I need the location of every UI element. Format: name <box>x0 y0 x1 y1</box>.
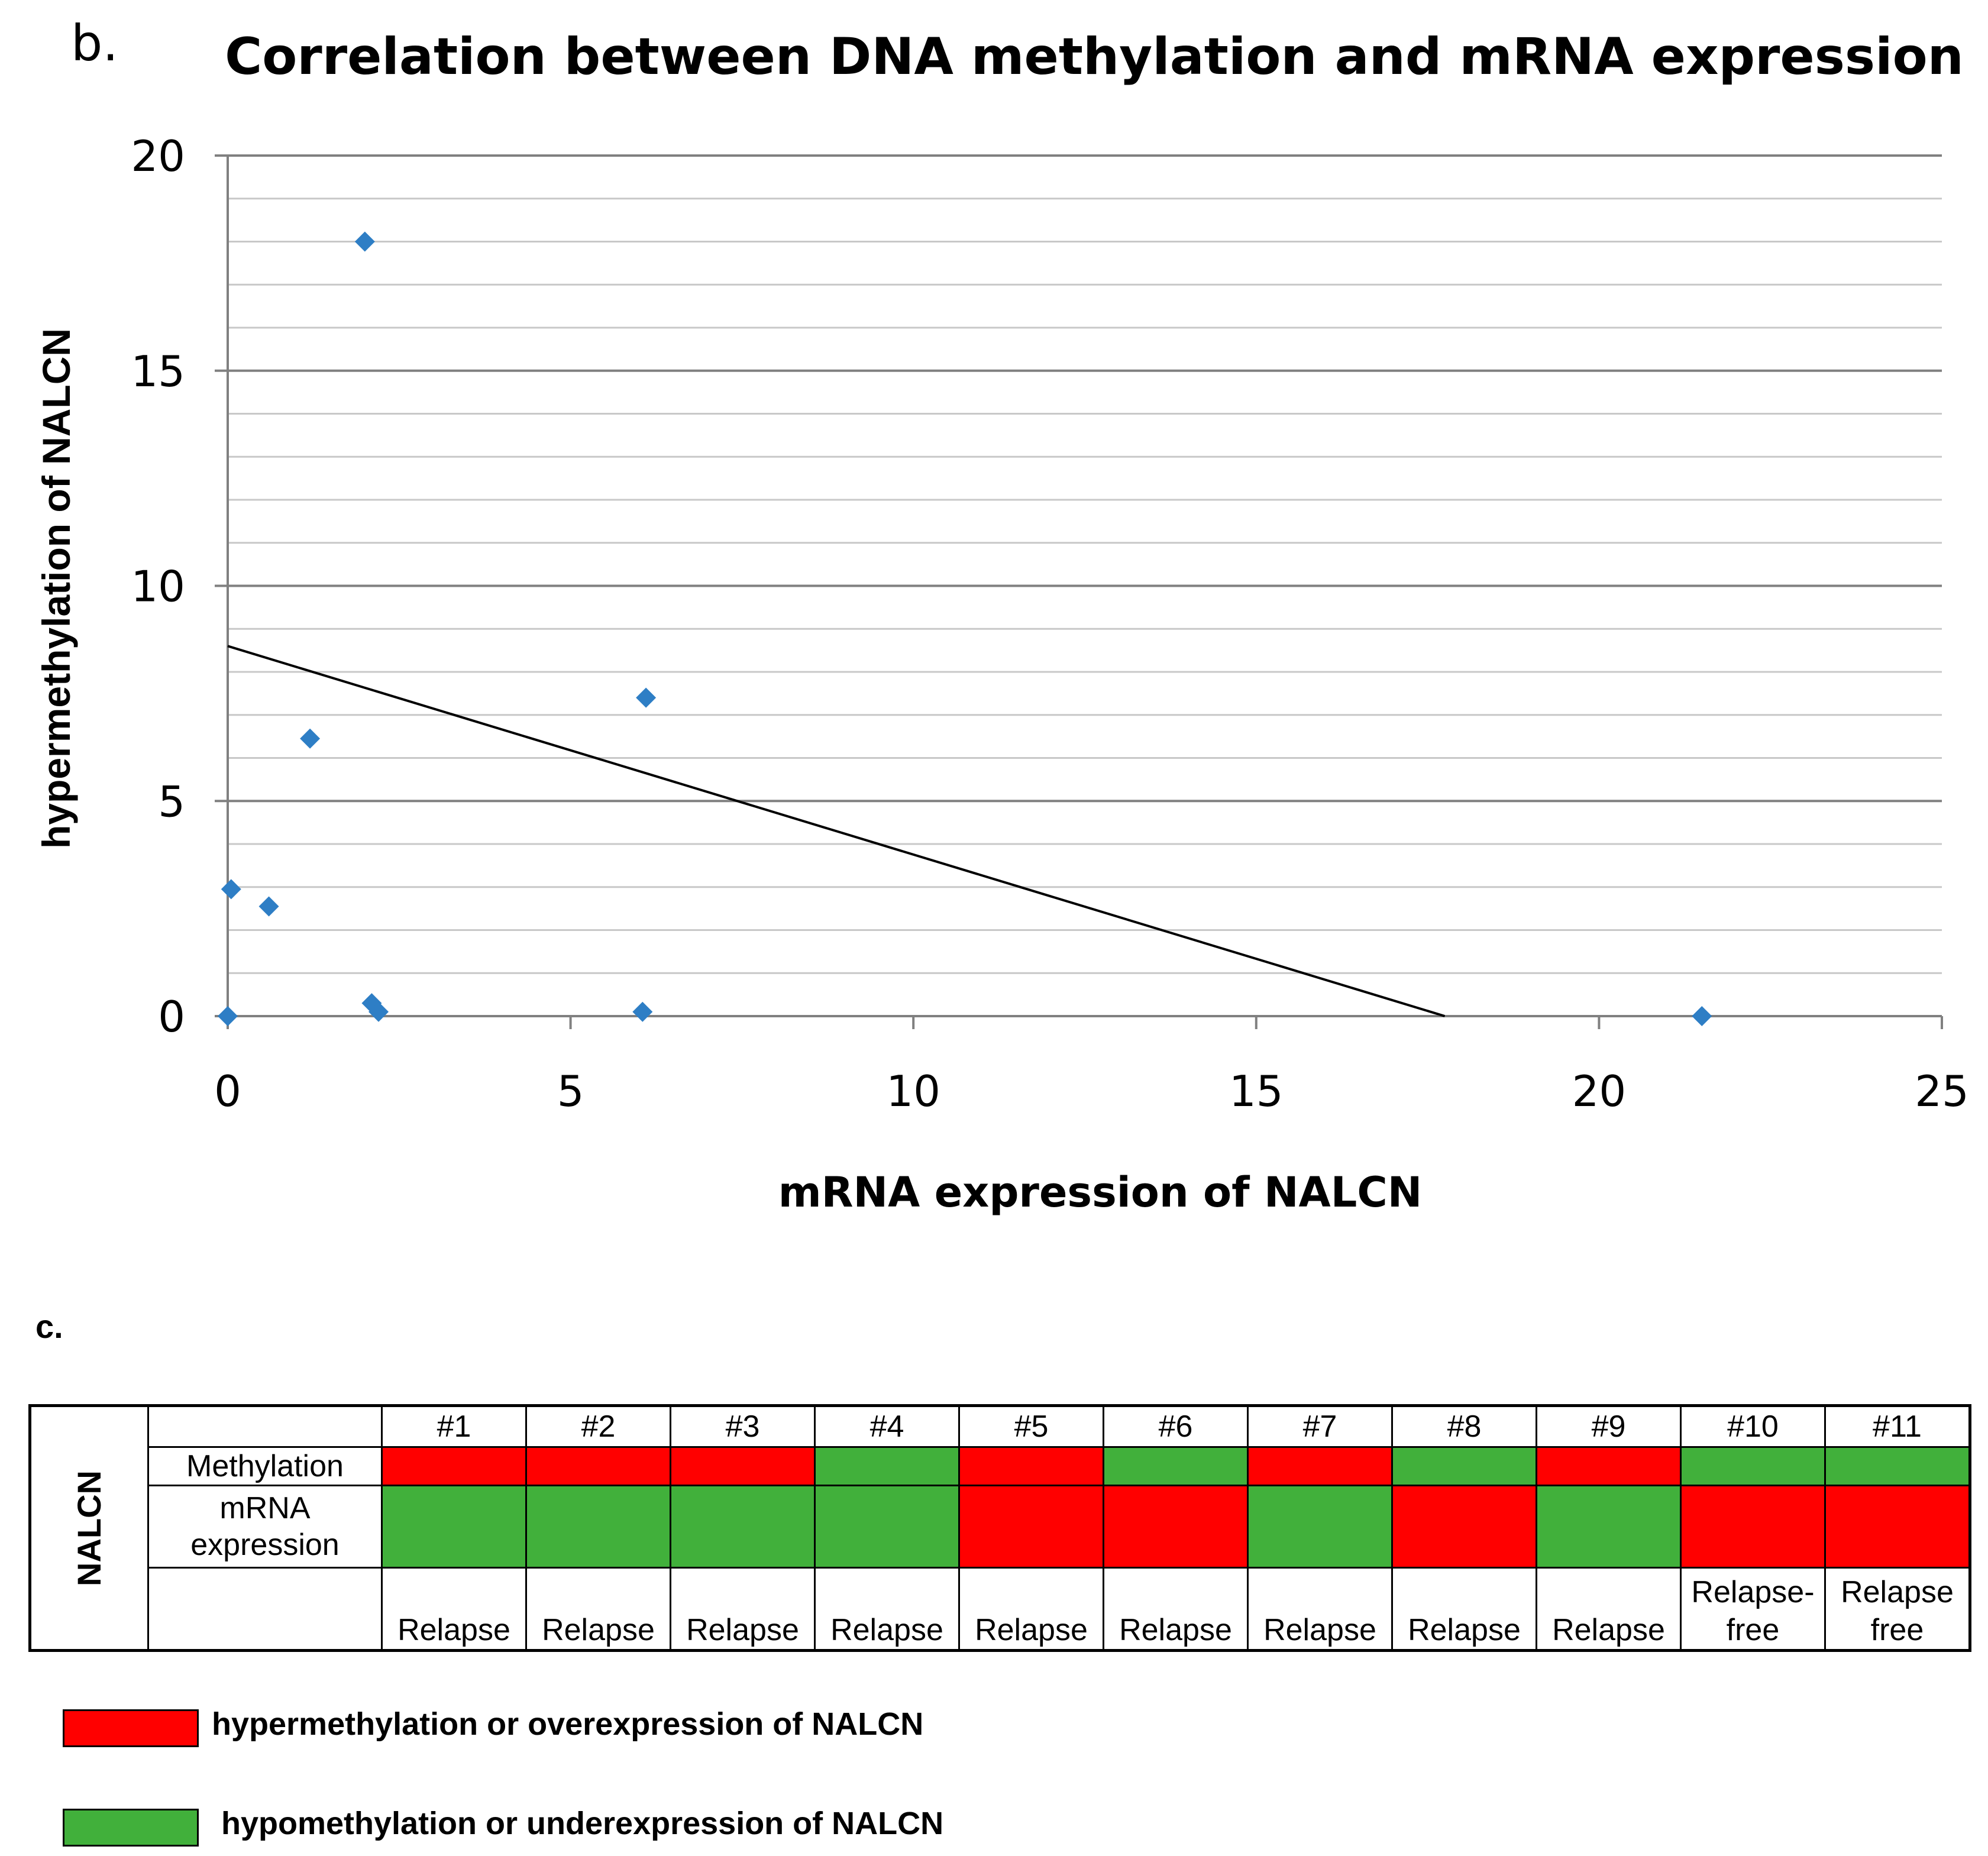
methylation-row: Methylation <box>30 1446 1971 1486</box>
x-tick-label: 0 <box>214 1066 241 1116</box>
column-header: #6 <box>1102 1405 1249 1448</box>
methylation-cell <box>669 1446 816 1486</box>
expression-cell <box>525 1485 671 1569</box>
expression-row-label: mRNA expression <box>147 1485 383 1569</box>
data-point <box>632 1001 653 1022</box>
y-tick-label: 10 <box>131 562 185 612</box>
outcome-cell: Relapse <box>1246 1567 1393 1651</box>
panel-b-label: b. <box>71 14 118 72</box>
expression-cell <box>1535 1485 1682 1569</box>
methylation-cell <box>1535 1446 1682 1486</box>
scatter-chart-panel: b. Correlation between DNA methylation a… <box>34 14 1969 1217</box>
trendline-layer <box>227 645 1446 1017</box>
methylation-cell <box>813 1446 960 1486</box>
outcome-cell: Relapse <box>813 1567 960 1651</box>
legend-label: hypomethylation or underexpression of NA… <box>221 1806 944 1841</box>
expression-row: mRNA expression <box>30 1485 1971 1569</box>
gene-label: NALCN <box>70 1470 108 1586</box>
outcome-cell: Relapse <box>958 1567 1104 1651</box>
y-tick-label: 0 <box>158 992 185 1042</box>
expression-cell <box>669 1485 816 1569</box>
data-point <box>354 231 375 252</box>
x-tick-label: 10 <box>886 1066 940 1116</box>
column-header: #7 <box>1246 1405 1393 1448</box>
methylation-cell <box>380 1446 527 1486</box>
y-tick-label: 5 <box>158 777 185 826</box>
data-point <box>1692 1006 1712 1026</box>
methylation-cell <box>958 1446 1104 1486</box>
methylation-cell <box>1679 1446 1826 1486</box>
outcome-cell: Relapse <box>669 1567 816 1651</box>
legend-swatch-green <box>63 1809 199 1847</box>
outcome-cell: Relapse <box>1102 1567 1249 1651</box>
data-point <box>368 1001 389 1022</box>
data-points <box>218 231 1712 1026</box>
y-axis-label: hypermethylation of NALCN <box>34 328 78 849</box>
column-header: #5 <box>958 1405 1104 1448</box>
column-header: #4 <box>813 1405 960 1448</box>
legend-label: hypermethylation or overexpression of NA… <box>212 1706 924 1742</box>
outcome-cell: Relapse <box>1535 1567 1682 1651</box>
column-header: #1 <box>380 1405 527 1448</box>
methylation-row-label: Methylation <box>147 1446 383 1486</box>
expression-cell <box>1679 1485 1826 1569</box>
table-header-row: NALCN #1 #2 #3 #4 #5 #6 #7 #8 #9 #10 #11 <box>29 1405 1971 1651</box>
methylation-cell <box>1102 1446 1249 1486</box>
data-point <box>258 896 279 917</box>
x-axis-label: mRNA expression of NALCN <box>778 1168 1423 1217</box>
x-tick-label: 5 <box>557 1066 584 1116</box>
legend-swatch-red <box>63 1709 199 1747</box>
outcome-cell: Relapse <box>380 1567 527 1651</box>
outcome-cell: Relapse free <box>1824 1567 1971 1651</box>
expression-cell <box>1246 1485 1393 1569</box>
expression-cell <box>1824 1485 1971 1569</box>
column-header: #2 <box>525 1405 671 1448</box>
outcome-cell: Relapse <box>525 1567 671 1651</box>
data-point <box>221 879 241 900</box>
grid-lines <box>228 154 1942 974</box>
y-tick-label: 15 <box>131 347 185 396</box>
expression-cell <box>1102 1485 1249 1569</box>
trendline <box>227 645 1446 1017</box>
methylation-cell <box>1246 1446 1393 1486</box>
x-tick-label: 25 <box>1915 1066 1969 1116</box>
x-tick-label: 20 <box>1572 1066 1627 1116</box>
column-header: #10 <box>1679 1405 1826 1448</box>
column-header: #9 <box>1535 1405 1682 1448</box>
gene-cell: NALCN <box>29 1405 149 1651</box>
header-blank-cell <box>147 1405 383 1448</box>
x-tick-label: 15 <box>1229 1066 1284 1116</box>
methylation-cell <box>1391 1446 1537 1486</box>
panel-c-label: c. <box>35 1308 63 1345</box>
expression-cell <box>813 1485 960 1569</box>
tick-labels: 0 5 10 15 20 0 5 10 15 20 25 <box>131 131 1968 1116</box>
data-point <box>300 728 321 749</box>
column-header: #3 <box>669 1405 816 1448</box>
methylation-cell <box>525 1446 671 1486</box>
y-tick-label: 20 <box>131 131 185 181</box>
methylation-cell <box>1824 1446 1971 1486</box>
methylation-expression-table: NALCN #1 #2 #3 #4 #5 #6 #7 #8 #9 #10 #11 Methylati… <box>28 1404 1971 1652</box>
scatter-chart: b. Correlation between DNA methylation a… <box>34 14 1969 1217</box>
expression-cell <box>380 1485 527 1569</box>
data-point <box>636 687 657 708</box>
chart-title: Correlation between DNA methylation and … <box>225 27 1964 86</box>
column-header: #8 <box>1391 1405 1537 1448</box>
outcome-cell: Relapse <box>1391 1567 1537 1651</box>
expression-cell <box>958 1485 1104 1569</box>
data-point <box>218 1006 238 1026</box>
expression-cell <box>1391 1485 1537 1569</box>
column-header: #11 <box>1824 1405 1971 1448</box>
outcome-cell: Relapse- free <box>1679 1567 1826 1651</box>
outcome-row: Relapse Relapse Relapse Relapse Relapse Relap… <box>30 1567 1971 1651</box>
outcome-blank-cell <box>147 1567 383 1651</box>
axes <box>215 154 1943 1029</box>
